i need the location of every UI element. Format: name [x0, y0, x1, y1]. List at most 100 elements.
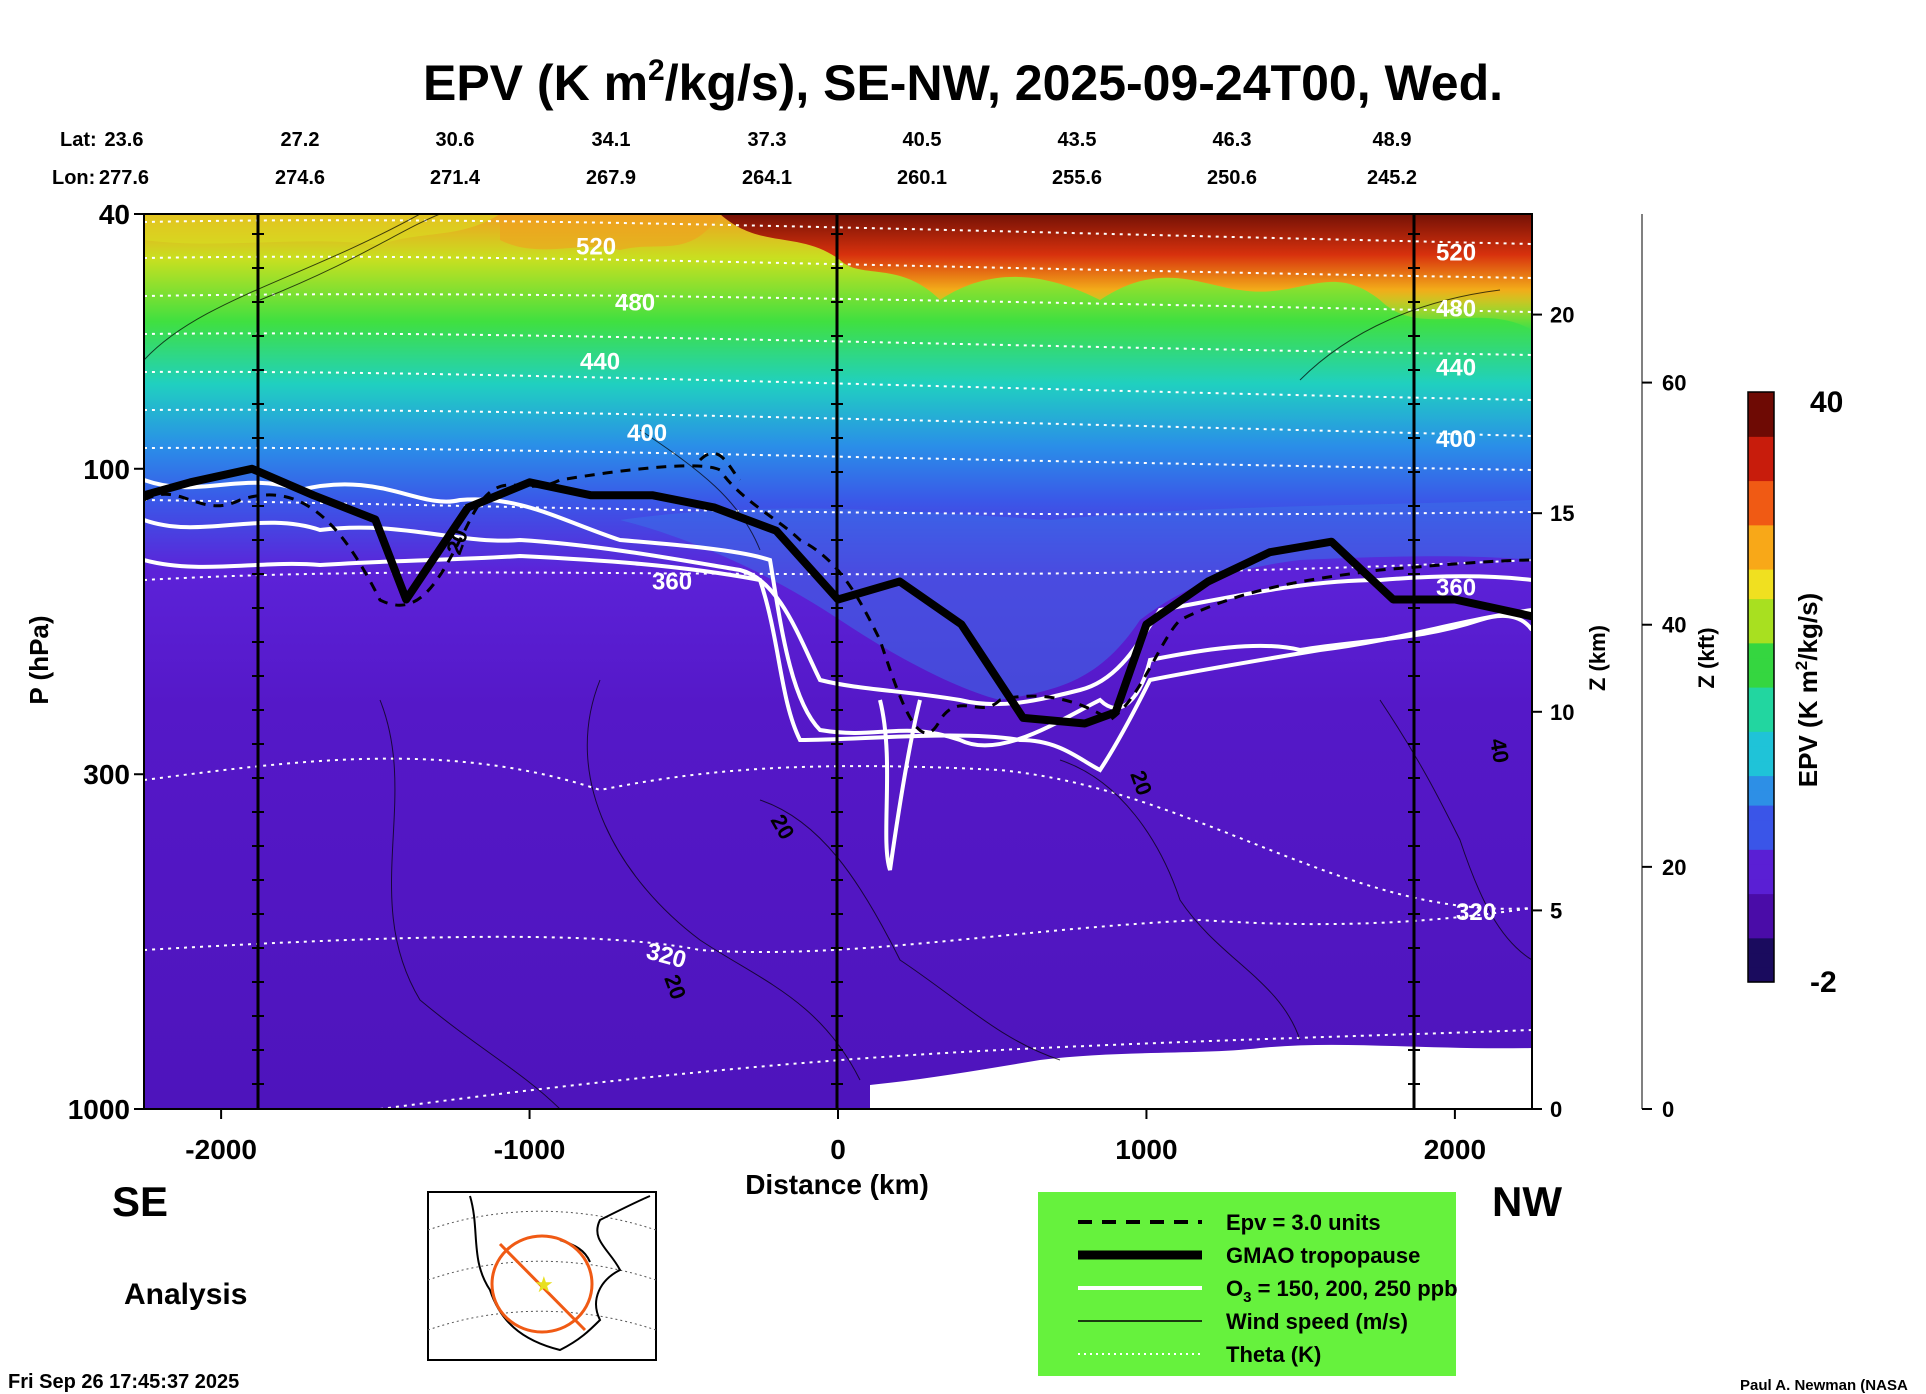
reference-ticks	[252, 233, 1420, 1085]
lon-header-label: Lon:	[52, 167, 95, 189]
colorbar-swatch	[1748, 923, 1774, 939]
colorbar-swatch	[1748, 436, 1774, 452]
y-axis-label: P (hPa)	[24, 615, 54, 704]
lat-value: 27.2	[281, 129, 320, 151]
section-path	[498, 1242, 587, 1332]
colorbar-swatch	[1748, 834, 1774, 850]
z-km-tick-label: 5	[1550, 898, 1562, 923]
colorbar-swatch	[1748, 613, 1774, 629]
lon-value: 260.1	[897, 167, 947, 189]
lat-value: 43.5	[1058, 129, 1097, 151]
theta-label: 400	[1436, 426, 1476, 453]
lat-header-label: Lat:	[60, 129, 97, 151]
colorbar-swatch	[1748, 451, 1774, 467]
colorbar-swatch	[1748, 731, 1774, 747]
lat-lon-header: 23.6 27.2 30.6 34.1 37.3 40.5 43.5 46.3 48.9 277.…	[99, 129, 1417, 189]
z-km-tick-label: 0	[1550, 1097, 1562, 1122]
colorbar-swatch	[1748, 716, 1774, 732]
colorbar	[1747, 391, 1775, 983]
lat-value: 46.3	[1213, 129, 1252, 151]
colorbar-swatch	[1748, 775, 1774, 791]
colorbar-swatch	[1748, 701, 1774, 718]
y-tick-label: 100	[83, 454, 130, 485]
colorbar-swatch	[1748, 495, 1774, 511]
theta-label: 520	[1436, 240, 1476, 267]
colorbar-swatch	[1748, 539, 1774, 555]
x-axis-label: Distance (km)	[745, 1169, 929, 1200]
theta-label: 360	[652, 569, 692, 596]
y-axis: 40 100 300 1000	[68, 199, 144, 1125]
legend-label: Theta (K)	[1226, 1342, 1321, 1367]
lat-value: 48.9	[1373, 129, 1412, 151]
legend-label: Wind speed (m/s)	[1226, 1309, 1408, 1334]
nw-label: NW	[1492, 1178, 1562, 1225]
z-kft-tick-label: 40	[1662, 613, 1686, 638]
legend-label: Epv = 3.0 units	[1226, 1210, 1381, 1235]
colorbar-max-label: 40	[1810, 386, 1843, 419]
contour-overlays	[144, 214, 1532, 1109]
x-tick-label: 2000	[1424, 1134, 1486, 1165]
colorbar-swatch	[1748, 878, 1774, 895]
lon-value: 245.2	[1367, 167, 1417, 189]
x-tick-label: -1000	[494, 1134, 566, 1165]
lon-value: 274.6	[275, 167, 325, 189]
lon-value: 271.4	[430, 167, 481, 189]
colorbar-swatch	[1748, 819, 1774, 836]
y-tick-label: 300	[83, 759, 130, 790]
colorbar-swatch	[1748, 672, 1774, 688]
analysis-label: Analysis	[124, 1278, 247, 1311]
lat-value: 34.1	[592, 129, 631, 151]
legend-label: O3 = 150, 200, 250 ppb	[1226, 1276, 1458, 1306]
timestamp: Fri Sep 26 17:45:37 2025	[8, 1371, 239, 1393]
lat-value: 40.5	[903, 129, 942, 151]
wind-label: 40	[1485, 737, 1514, 765]
lon-value: 264.1	[742, 167, 792, 189]
colorbar-swatch	[1748, 805, 1774, 821]
theta-label: 440	[1436, 355, 1476, 382]
theta-label: 320	[1456, 899, 1496, 926]
colorbar-swatch	[1748, 967, 1774, 983]
colorbar-min-label: -2	[1810, 966, 1837, 999]
y-tick-label: 40	[99, 199, 130, 230]
colorbar-swatch	[1748, 421, 1774, 437]
z-km-axis: 0 5 10 15 20	[1531, 214, 1574, 1122]
map-inset: ★	[427, 1191, 657, 1361]
colorbar-swatch	[1748, 790, 1774, 806]
y-tick-label: 1000	[68, 1094, 130, 1125]
theta-label: 360	[1436, 575, 1476, 602]
z-km-tick-label: 10	[1550, 700, 1574, 725]
z-kft-axis: 0 20 40 60	[1641, 214, 1686, 1122]
lon-value: 250.6	[1207, 167, 1257, 189]
colorbar-swatch	[1748, 864, 1774, 880]
theta-label: 520	[576, 234, 616, 261]
star-icon: ★	[534, 1273, 554, 1298]
lat-value: 30.6	[436, 129, 475, 151]
theta-label: 480	[615, 290, 655, 317]
colorbar-swatch	[1748, 746, 1774, 762]
z-kft-tick-label: 60	[1662, 371, 1686, 396]
x-tick-label: 1000	[1115, 1134, 1177, 1165]
x-tick-label: -2000	[185, 1134, 257, 1165]
colorbar-swatch	[1748, 642, 1774, 659]
z-kft-tick-label: 0	[1662, 1097, 1674, 1122]
z-kft-label: Z (kft)	[1694, 627, 1719, 688]
legend: Epv = 3.0 units GMAO tropopause O3 = 150, …	[1038, 1192, 1458, 1376]
theta-label: 440	[580, 349, 620, 376]
colorbar-swatch	[1748, 510, 1774, 526]
colorbar-swatch	[1748, 569, 1774, 585]
z-kft-tick-label: 20	[1662, 855, 1686, 880]
colorbar-swatch	[1748, 893, 1774, 909]
colorbar-swatch	[1748, 657, 1774, 673]
reference-lines	[256, 214, 1416, 1109]
lat-value: 23.6	[105, 129, 144, 151]
colorbar-swatch	[1748, 687, 1774, 703]
colorbar-swatch	[1748, 908, 1774, 924]
legend-label: GMAO tropopause	[1226, 1243, 1420, 1268]
x-tick-label: 0	[830, 1134, 846, 1165]
colorbar-swatch	[1748, 480, 1774, 496]
x-axis: -2000 -1000 0 1000 2000	[185, 1109, 1486, 1165]
z-km-label: Z (km)	[1585, 625, 1610, 691]
colorbar-swatch	[1748, 465, 1774, 482]
